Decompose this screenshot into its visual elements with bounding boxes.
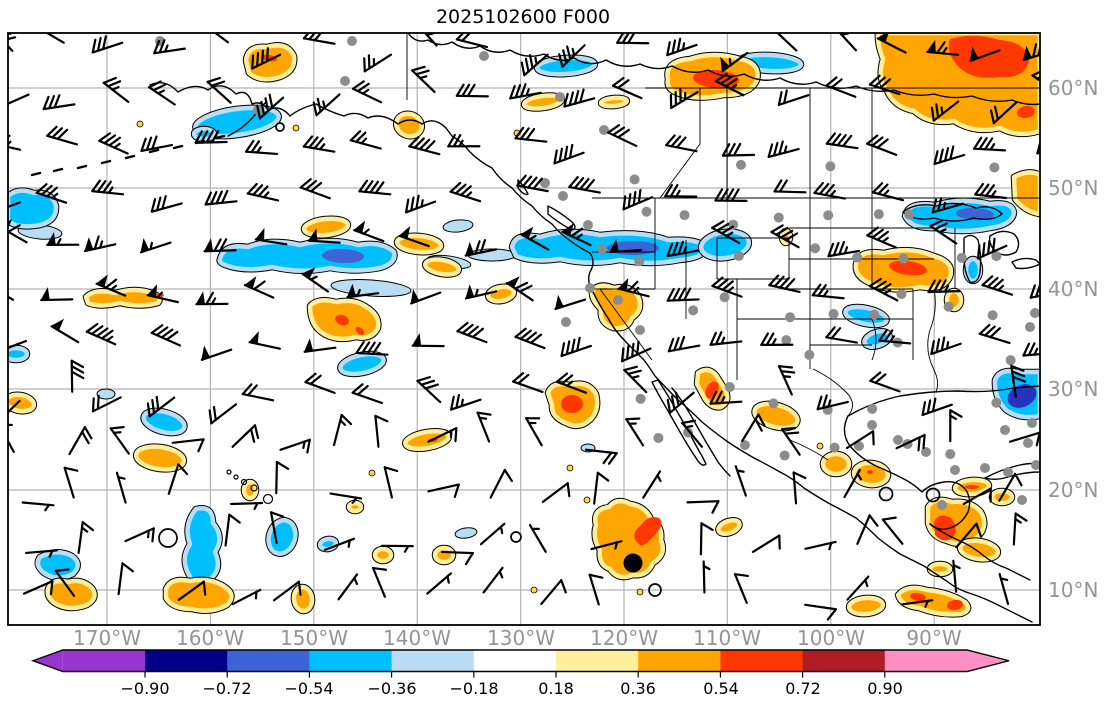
plot-title: 2025102600 F000: [435, 6, 611, 28]
colorbar-tick-label: 0.72: [785, 679, 821, 698]
state-borders: [406, 33, 1040, 461]
lat-tick-label: 30°N: [1048, 377, 1099, 401]
lat-tick-label: 50°N: [1048, 176, 1099, 200]
special-markers: [158, 122, 941, 597]
map-frame: [7, 32, 1041, 626]
colorbar-tick-label: 0.36: [620, 679, 656, 698]
lon-tick-label: 140°W: [383, 626, 451, 650]
anomaly-shaded-regions: [8, 33, 1040, 618]
calm-wind-circle: [925, 487, 941, 503]
lon-tick-label: 100°W: [797, 626, 865, 650]
lat-tick-label: 40°N: [1048, 277, 1099, 301]
colorbar-tick-label: −0.90: [120, 679, 170, 698]
colorbar: [30, 649, 1010, 678]
calm-wind-circle: [510, 531, 522, 543]
colorbar-tick-label: −0.18: [449, 679, 499, 698]
small-positive-specks: [136, 120, 824, 596]
lon-tick-label: 90°W: [906, 626, 962, 650]
calm-wind-circle: [275, 122, 285, 132]
lon-tick-label: 150°W: [280, 626, 348, 650]
calm-wind-circle: [878, 486, 894, 502]
lon-tick-label: 110°W: [693, 626, 761, 650]
lat-tick-label: 60°N: [1048, 76, 1099, 100]
colorbar-tick-label: 0.54: [703, 679, 739, 698]
colorbar-tick-label: 0.18: [538, 679, 574, 698]
filled-max-point: [623, 553, 643, 573]
lon-tick-label: 130°W: [487, 626, 555, 650]
lat-tick-label: 20°N: [1048, 478, 1099, 502]
colorbar-tick-label: −0.36: [367, 679, 417, 698]
calm-wind-circle: [648, 583, 662, 597]
lon-tick-label: 170°W: [73, 626, 141, 650]
colorbar-tick-label: −0.54: [284, 679, 334, 698]
calm-wind-circle: [158, 528, 178, 548]
coastlines: [30, 33, 1040, 623]
lon-tick-label: 160°W: [176, 626, 244, 650]
lon-tick-label: 120°W: [590, 626, 658, 650]
colorbar-tick-label: 0.90: [867, 679, 903, 698]
colorbar-tick-label: −0.72: [202, 679, 252, 698]
station-dots: [155, 36, 1040, 510]
lat-tick-label: 10°N: [1048, 578, 1099, 602]
